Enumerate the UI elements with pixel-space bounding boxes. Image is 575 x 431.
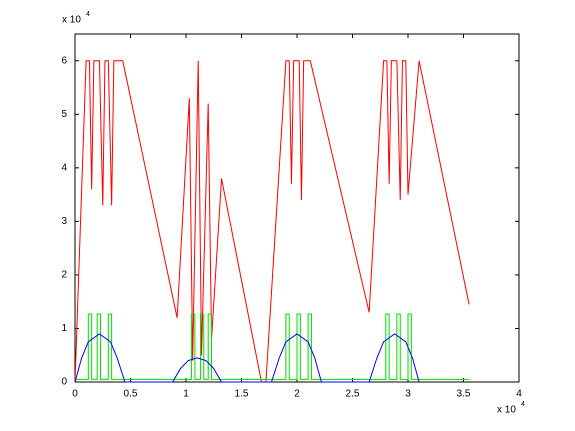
y-tick-label: 1	[61, 323, 67, 334]
x-tick-label: 4	[516, 389, 522, 400]
x-tick-label: 0.5	[124, 389, 138, 400]
y-tick-label: 5	[61, 109, 67, 120]
y-tick-label: 2	[61, 270, 67, 281]
y-tick-label: 3	[61, 216, 67, 227]
line-series	[74, 333, 420, 383]
y-multiplier: x 10	[62, 15, 81, 26]
x-tick-label: 3	[405, 389, 411, 400]
y-tick-label: 0	[61, 377, 67, 388]
x-multiplier: x 10	[497, 405, 516, 416]
line-series	[75, 313, 470, 380]
x-tick-label: 3.5	[457, 389, 471, 400]
y-tick-label: 6	[61, 55, 67, 66]
y-multiplier-exp: 4	[86, 11, 90, 18]
x-tick-label: 0	[72, 389, 78, 400]
x-tick-label: 2.5	[346, 389, 360, 400]
y-tick-label: 4	[61, 162, 67, 173]
x-tick-label: 2	[294, 389, 300, 400]
x-tick-label: 1.5	[235, 389, 249, 400]
x-multiplier-exp: 4	[521, 401, 525, 408]
x-tick-label: 1	[183, 389, 189, 400]
